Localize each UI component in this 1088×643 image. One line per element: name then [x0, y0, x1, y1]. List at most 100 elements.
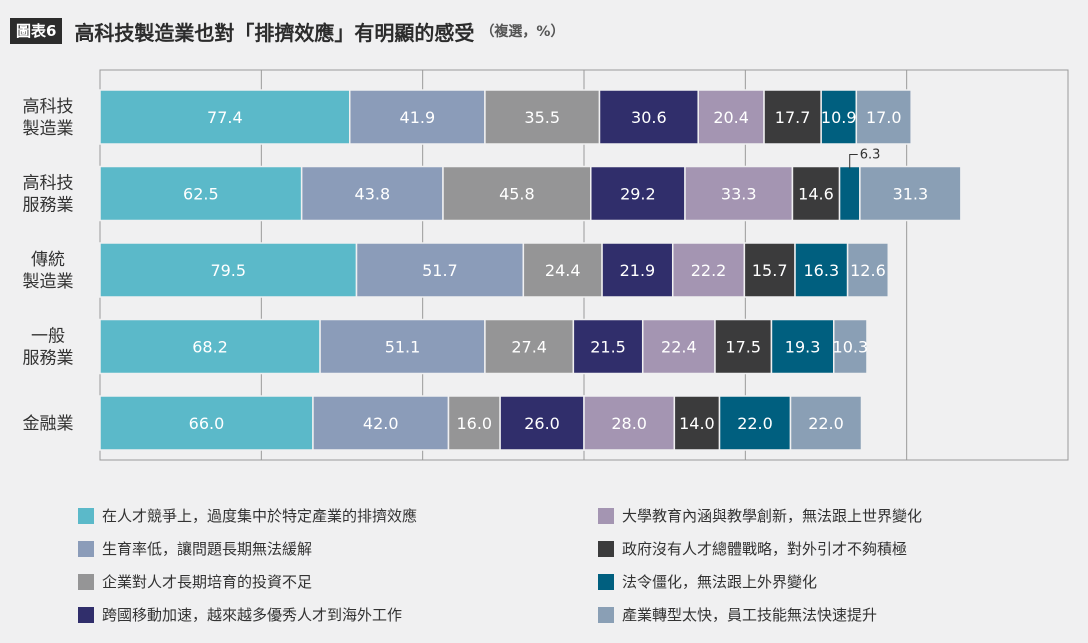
bar-segment [99, 395, 314, 451]
legend-label: 企業對人才長期培育的投資不足 [102, 573, 313, 591]
value-label: 35.5 [524, 108, 560, 127]
bar-segment [522, 242, 603, 298]
bar-segment [718, 395, 792, 451]
bar-segment [99, 242, 358, 298]
value-label: 27.4 [511, 338, 547, 357]
value-label: 45.8 [499, 185, 535, 204]
value-label: 21.9 [620, 261, 656, 280]
value-label: 51.1 [385, 338, 421, 357]
bar-segment [789, 395, 863, 451]
bar-segment [484, 318, 575, 375]
value-label: 10.3 [833, 338, 869, 357]
bar-segment [355, 242, 525, 298]
bar-segment [820, 89, 858, 145]
legend-swatch [78, 606, 94, 623]
value-label: 17.7 [775, 108, 811, 127]
legend-item: 大學教育內涵與教學創新，無法跟上世界變化 [598, 505, 922, 526]
legend-item: 政府沒有人才總體戰略，對外引才不夠積極 [598, 538, 907, 559]
bar-segment [859, 165, 962, 222]
value-label: 31.3 [893, 185, 929, 204]
bar-segment [583, 395, 676, 451]
value-label: 68.2 [192, 338, 228, 357]
bar-segment [641, 318, 716, 375]
value-label: 14.0 [679, 414, 715, 433]
value-label: 22.2 [691, 261, 727, 280]
legend-label: 產業轉型太快，員工技能無法快速提升 [622, 606, 878, 624]
category-label: 高科技服務業 [23, 174, 74, 216]
legend-swatch [78, 507, 94, 524]
category-label: 金融業 [23, 414, 74, 434]
chart-title: 高科技製造業也對「排擠效應」有明顯的感受 [74, 20, 475, 45]
category-label: 一般服務業 [23, 327, 74, 369]
value-label: 15.7 [752, 261, 788, 280]
value-label: 33.3 [721, 185, 757, 204]
value-label: 43.8 [355, 185, 391, 204]
value-label: 30.6 [631, 108, 667, 127]
legend-item: 跨國移動加速，越來越多優秀人才到海外工作 [78, 604, 402, 625]
bar-segment [442, 165, 592, 222]
bar-segment [684, 165, 794, 222]
legend-item: 在人才競爭上，過度集中於特定產業的排擠效應 [78, 505, 417, 526]
legend-swatch [598, 606, 614, 623]
bar-segment [348, 89, 486, 145]
bar-segment [671, 242, 746, 298]
bar-segment [99, 165, 303, 222]
value-label: 41.9 [400, 108, 436, 127]
value-label: 14.6 [798, 185, 834, 204]
value-label: 24.4 [545, 261, 581, 280]
legend-label: 跨國移動加速，越來越多優秀人才到海外工作 [102, 606, 403, 624]
chart-subtitle: （複選，%） [480, 24, 565, 40]
legend-item: 法令僵化，無法跟上外界變化 [598, 571, 817, 592]
legend-label: 政府沒有人才總體戰略，對外引才不夠積極 [622, 540, 908, 558]
bar-segment [484, 89, 601, 145]
bar-segment [770, 318, 835, 375]
bar-segment [300, 165, 444, 222]
bar-segment [832, 318, 868, 375]
bar-segment [794, 242, 849, 298]
value-label: 6.3 [860, 148, 881, 163]
value-label: 20.4 [713, 108, 749, 127]
legend-swatch [78, 540, 94, 557]
callout-line [849, 154, 858, 169]
value-label: 10.9 [821, 108, 857, 127]
value-label: 19.3 [785, 338, 821, 357]
legend-swatch [598, 507, 614, 524]
legend-label: 大學教育內涵與教學創新，無法跟上世界變化 [622, 507, 923, 525]
legend-item: 企業對人才長期培育的投資不足 [78, 571, 312, 592]
legend-label: 法令僵化，無法跟上外界變化 [622, 573, 818, 591]
value-label: 22.0 [808, 414, 844, 433]
value-label: 17.5 [725, 338, 761, 357]
value-label: 21.5 [590, 338, 626, 357]
bar-segment [319, 318, 486, 375]
chart-header: 圖表6 高科技製造業也對「排擠效應」有明顯的感受 （複選，%） [10, 16, 564, 46]
value-label: 66.0 [189, 414, 225, 433]
value-label: 42.0 [363, 414, 399, 433]
value-label: 62.5 [183, 185, 219, 204]
value-label: 26.0 [524, 414, 560, 433]
value-label: 51.7 [422, 261, 458, 280]
value-label: 22.4 [661, 338, 697, 357]
value-label: 16.0 [456, 414, 492, 433]
legend-swatch [598, 540, 614, 557]
value-label: 28.0 [611, 414, 647, 433]
bar-segment [312, 395, 450, 451]
bar-segment [590, 165, 686, 222]
bar-segment [846, 242, 890, 298]
value-label: 77.4 [207, 108, 243, 127]
value-label: 79.5 [210, 261, 246, 280]
category-label: 高科技製造業 [23, 97, 74, 139]
value-label: 22.0 [737, 414, 773, 433]
value-label: 12.6 [850, 261, 886, 280]
legend-item: 生育率低，讓問題長期無法緩解 [78, 538, 312, 559]
legend-label: 生育率低，讓問題長期無法緩解 [102, 540, 313, 558]
bar-segment [598, 89, 699, 145]
bar-segment [572, 318, 644, 375]
value-label: 29.2 [620, 185, 656, 204]
value-label: 16.3 [804, 261, 840, 280]
bar-segment [99, 89, 351, 145]
bar-segment [743, 242, 796, 298]
bar-segment [99, 318, 321, 375]
figure-label: 圖表6 [10, 18, 63, 44]
bar-segment [838, 165, 861, 222]
